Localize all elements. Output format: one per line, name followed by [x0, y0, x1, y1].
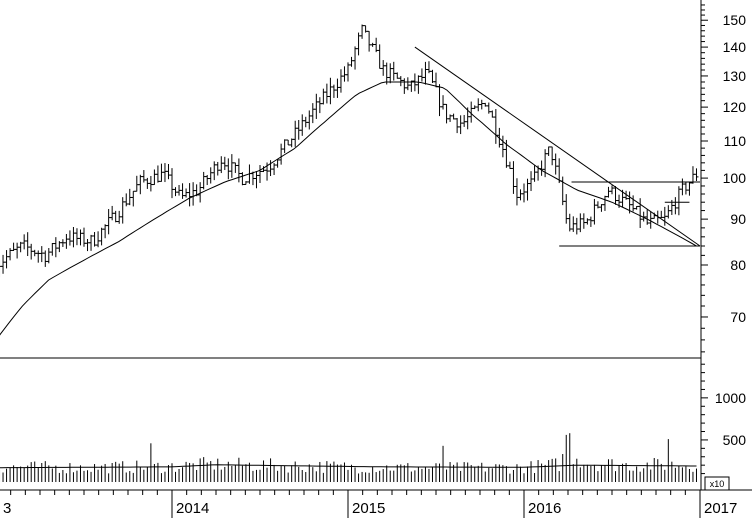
volume-tick-label: 1000 — [715, 390, 746, 406]
time-tick-label: 2016 — [528, 500, 561, 517]
price-tick-label: 100 — [723, 170, 747, 186]
price-tick-label: 80 — [730, 257, 746, 273]
price-tick-label: 150 — [723, 12, 747, 28]
price-tick-label: 120 — [723, 99, 747, 115]
price-tick-label: 140 — [723, 39, 747, 55]
price-tick-label: 70 — [730, 309, 746, 325]
trendlines-layer — [414, 46, 701, 247]
price-bars-layer — [0, 24, 699, 278]
price-tick-label: 110 — [724, 133, 747, 149]
volume-moving-average-layer — [0, 464, 697, 469]
price-moving-average-line — [0, 81, 697, 336]
time-axis: 3 2014 2015 2016 2017 — [3, 490, 737, 518]
price-moving-average-layer — [0, 81, 697, 336]
volume-moving-average-line — [0, 464, 697, 469]
volume-axis: 500 1000 x10 — [701, 363, 747, 491]
volume-panel — [0, 433, 697, 482]
volume-bars-layer — [0, 433, 697, 482]
trendline — [414, 46, 701, 247]
time-tick-label: 2014 — [176, 500, 209, 517]
time-tick-label: 3 — [3, 500, 11, 517]
price-tick-label: 130 — [723, 68, 747, 84]
price-panel — [0, 24, 701, 336]
volume-unit-label: x10 — [710, 479, 725, 489]
time-tick-label: 2015 — [352, 500, 385, 517]
volume-tick-label: 500 — [723, 432, 747, 448]
price-tick-label: 90 — [730, 211, 746, 227]
volume-unit-box — [704, 476, 730, 491]
price-axis: 70 80 90 100 110 120 130 140 150 — [701, 4, 747, 353]
time-tick-label: 2017 — [704, 500, 737, 517]
